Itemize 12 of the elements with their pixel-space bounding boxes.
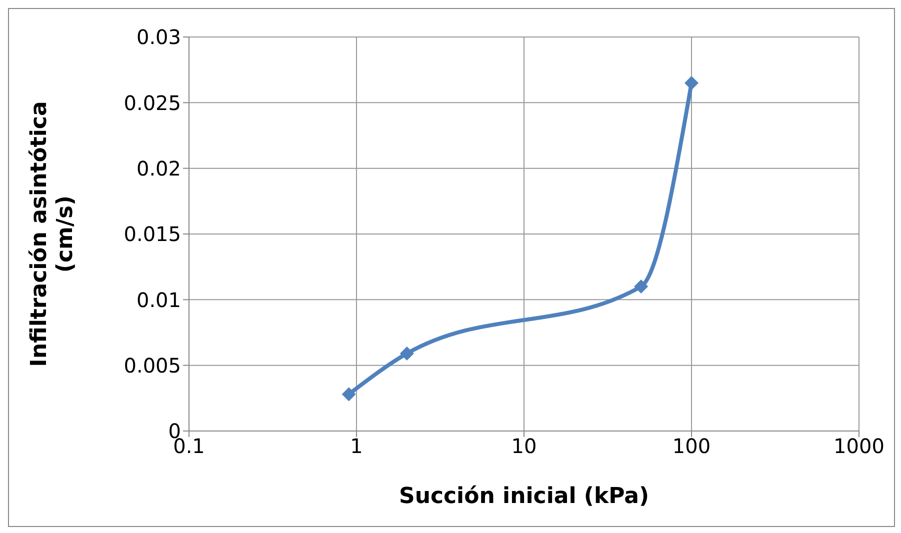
- x-tick-label: 100: [672, 434, 711, 458]
- x-axis-title: Succión inicial (kPa): [398, 484, 650, 509]
- x-tick-label: 10: [511, 434, 537, 458]
- y-tick-label: 0.03: [136, 25, 181, 50]
- y-tick-label: 0.01: [136, 288, 181, 312]
- y-axis-title: Infiltración asintótica (cm/s): [27, 101, 78, 367]
- x-tick-label: 1: [350, 434, 363, 458]
- y-tick-label: 0.025: [124, 90, 181, 115]
- y-tick-label: 0.015: [124, 222, 181, 246]
- x-tick-label: 1000: [834, 434, 884, 458]
- y-tick-label: 0.02: [136, 156, 181, 180]
- y-tick-label: 0.005: [124, 353, 181, 378]
